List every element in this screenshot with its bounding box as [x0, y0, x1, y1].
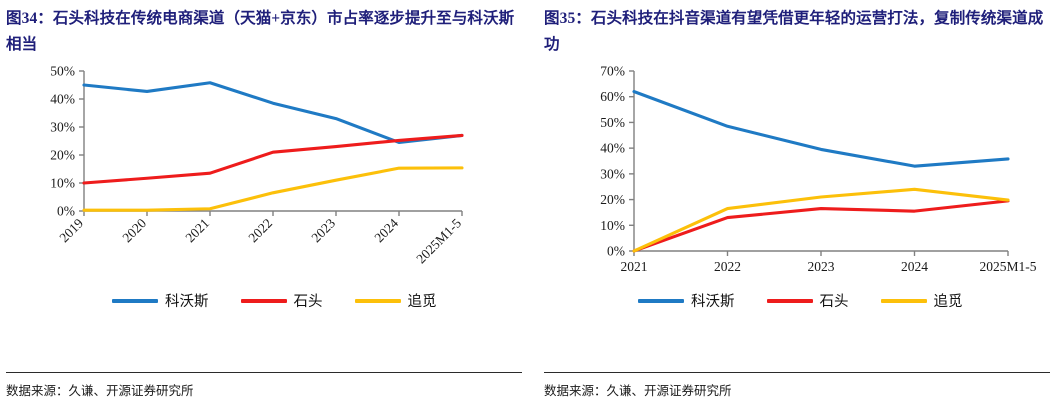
x-axis-tick-label: 2023: [308, 215, 338, 245]
figure-34-title: 图34：石头科技在传统电商渠道（天猫+京东）市占率逐步提升至与科沃斯相当: [6, 10, 515, 53]
footer-divider: [6, 372, 522, 373]
y-axis-tick-label: 30%: [600, 166, 625, 181]
legend-item[interactable]: 追觅: [880, 290, 963, 311]
legend-item[interactable]: 石头: [766, 290, 849, 311]
legend-item[interactable]: 追觅: [354, 290, 437, 311]
y-axis-tick-label: 20%: [50, 148, 75, 163]
x-axis-tick-label: 2025M1-5: [413, 215, 464, 266]
figure-35-source: 数据来源：久谦、开源证券研究所: [544, 384, 732, 398]
legend-item[interactable]: 石头: [240, 290, 323, 311]
y-axis-tick-label: 10%: [600, 218, 625, 233]
x-axis-tick-label: 2021: [621, 259, 648, 274]
x-axis-tick-label: 2024: [901, 259, 928, 274]
y-axis-tick-label: 0%: [57, 204, 75, 219]
legend-label: 追觅: [933, 294, 963, 310]
y-axis-tick-label: 60%: [600, 89, 625, 104]
legend-label: 石头: [293, 294, 323, 310]
y-axis-tick-label: 30%: [50, 120, 75, 135]
figure-34-footer: 数据来源：久谦、开源证券研究所: [6, 372, 522, 399]
footer-divider: [544, 372, 1050, 373]
figure-35-footer: 数据来源：久谦、开源证券研究所: [544, 372, 1050, 399]
x-axis-tick-label: 2019: [56, 215, 86, 245]
y-axis-tick-label: 10%: [50, 176, 75, 191]
series-line: [82, 81, 464, 144]
legend-line-swatch: [354, 298, 401, 303]
line-chart-34: 0% 10% 20% 30% 40% 50% 2019 2020 2021 2022 2023 202…: [50, 64, 464, 267]
x-axis-tick-label: 2021: [182, 216, 212, 246]
figure-34-chart: 0% 10% 20% 30% 40% 50% 2019 2020 2021 2022 2023 202…: [0, 58, 528, 348]
series-line: [82, 166, 464, 212]
y-axis-tick-label: 50%: [600, 115, 625, 130]
series-line: [632, 199, 1010, 253]
series-line: [632, 187, 1010, 253]
figure-35-chart: 0% 10% 20% 30% 40% 50% 60% 70% 2021 2022 2023 2024 2…: [538, 58, 1056, 348]
y-axis-tick-label: 40%: [50, 92, 75, 107]
y-axis-tick-label: 20%: [600, 192, 625, 207]
x-axis-tick-label: 2020: [119, 215, 149, 245]
x-axis-tick-label: 2024: [371, 215, 401, 245]
figure-34-legend: 科沃斯 石头 追觅: [112, 290, 437, 311]
y-axis-tick-label: 40%: [600, 141, 625, 156]
legend-label: 石头: [819, 294, 849, 310]
line-chart-35: 0% 10% 20% 30% 40% 50% 60% 70% 2021 2022 2023 2024 2…: [600, 64, 1037, 275]
series-line: [632, 90, 1010, 168]
x-axis-tick-label: 2023: [808, 259, 835, 274]
legend-line-swatch: [766, 298, 813, 303]
legend-item[interactable]: 科沃斯: [112, 290, 209, 311]
y-axis-tick-label: 0%: [607, 244, 625, 259]
y-axis-tick-label: 50%: [50, 64, 75, 79]
y-axis-tick-label: 70%: [600, 64, 625, 79]
figure-panel-34: 图34：石头科技在传统电商渠道（天猫+京东）市占率逐步提升至与科沃斯相当 0% 1…: [0, 0, 528, 405]
x-axis-tick-label: 2022: [714, 259, 741, 274]
figure-35-legend: 科沃斯 石头 追觅: [638, 290, 963, 311]
legend-label: 科沃斯: [691, 294, 735, 310]
legend-line-swatch: [112, 298, 158, 303]
legend-label: 追觅: [407, 294, 437, 310]
x-axis-tick-label: 2022: [245, 216, 275, 246]
legend-line-swatch: [880, 298, 927, 303]
legend-line-swatch: [240, 298, 287, 303]
series-line: [82, 133, 464, 185]
legend-line-swatch: [638, 298, 684, 303]
legend-label: 科沃斯: [165, 294, 209, 310]
figure-panel-35: 图35：石头科技在抖音渠道有望凭借更年轻的运营打法，复制传统渠道成功 0% 10%…: [528, 0, 1056, 405]
x-axis-tick-label: 2025M1-5: [980, 259, 1037, 274]
figure-35-title: 图35：石头科技在抖音渠道有望凭借更年轻的运营打法，复制传统渠道成功: [544, 10, 1044, 53]
legend-item[interactable]: 科沃斯: [638, 290, 735, 311]
figure-34-source: 数据来源：久谦、开源证券研究所: [6, 384, 194, 398]
